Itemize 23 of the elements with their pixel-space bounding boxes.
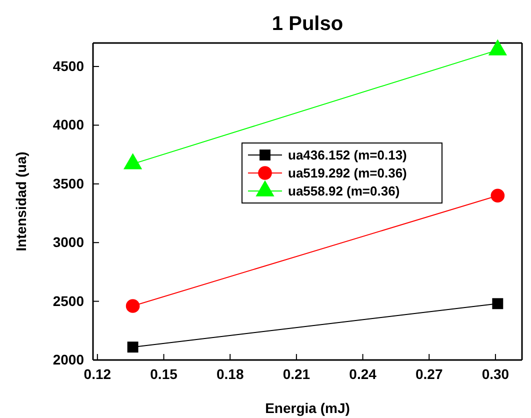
x-tick-label: 0.15 — [150, 366, 178, 382]
legend-label: ua519.292 (m=0.36) — [288, 166, 407, 180]
y-tick-label: 3000 — [52, 234, 84, 250]
y-tick-label: 2500 — [52, 292, 84, 309]
x-tick-label: 0.30 — [482, 366, 510, 382]
x-tick-label: 0.18 — [216, 366, 244, 382]
y-axis-title: Intensidad (ua) — [13, 152, 29, 252]
y-tick-label: 3500 — [52, 175, 84, 192]
point — [126, 299, 140, 313]
point — [492, 298, 504, 310]
legend-label: ua558.92 (m=0.36) — [288, 184, 400, 198]
x-tick-label: 0.27 — [416, 366, 443, 382]
point — [127, 342, 138, 353]
x-axis-title: Energia (mJ) — [265, 400, 350, 416]
y-tick-label: 2000 — [52, 351, 84, 368]
x-tick-label: 0.21 — [282, 366, 310, 382]
y-tick-label: 4000 — [52, 116, 84, 133]
x-tick-label: 0.12 — [84, 366, 112, 382]
y-tick-label: 4500 — [52, 58, 84, 74]
chart-title: 1 Pulso — [272, 13, 344, 35]
point — [490, 188, 505, 203]
legend-label: ua436.152 (m=0.13) — [288, 148, 407, 162]
x-tick-label: 0.24 — [349, 366, 377, 382]
